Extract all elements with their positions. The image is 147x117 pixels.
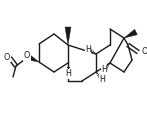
Text: H: H [99, 75, 105, 84]
Text: H: H [65, 69, 71, 79]
Polygon shape [65, 27, 71, 45]
Text: H: H [85, 44, 91, 53]
Text: O: O [24, 51, 30, 60]
Polygon shape [27, 54, 39, 62]
Polygon shape [124, 29, 137, 38]
Text: H: H [101, 64, 107, 73]
Text: O: O [141, 48, 147, 57]
Text: O: O [4, 53, 10, 62]
